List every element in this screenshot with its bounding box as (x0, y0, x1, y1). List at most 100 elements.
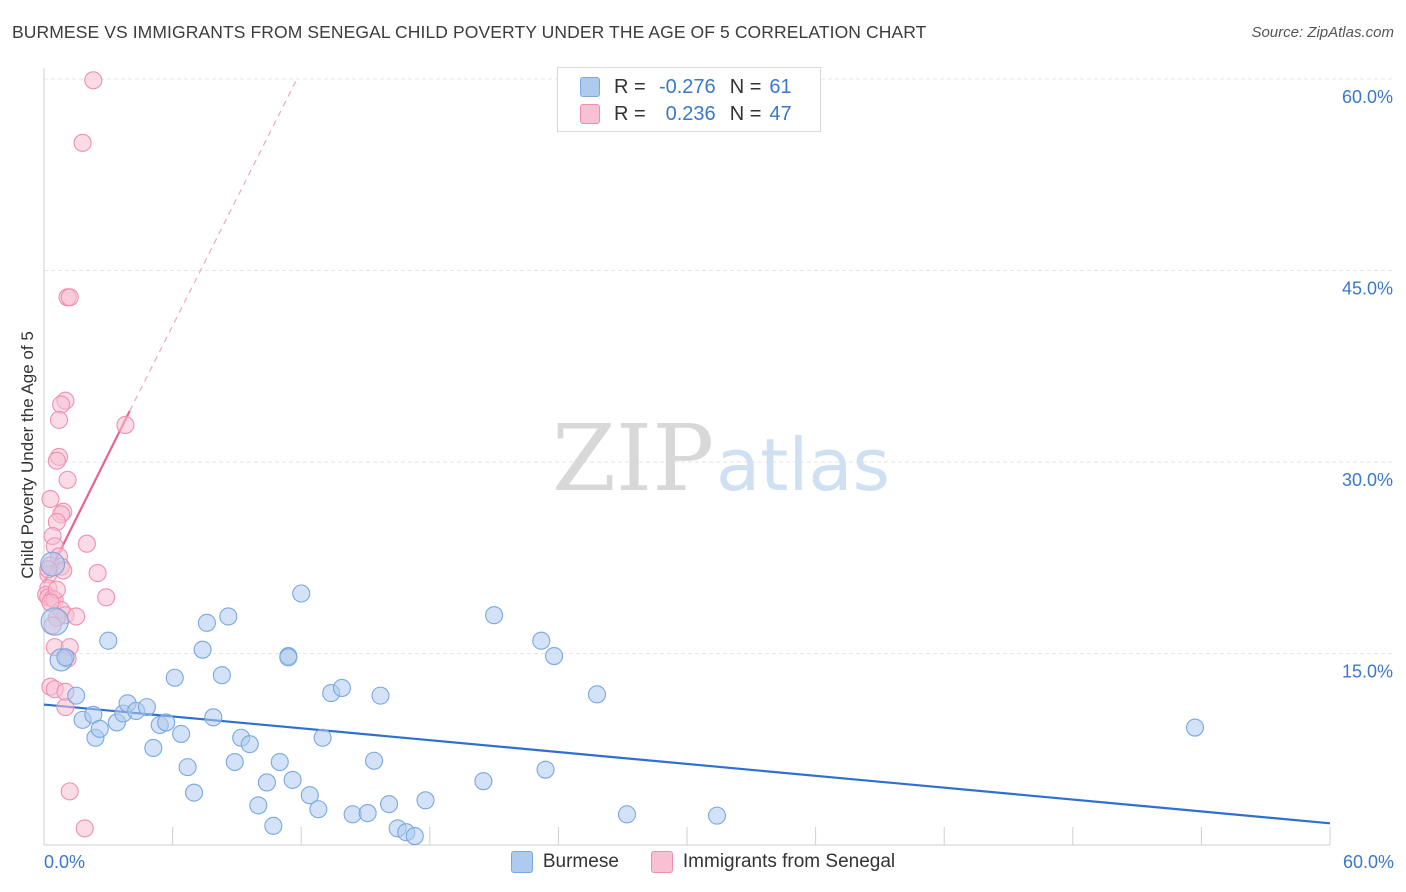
point-burmese (184, 783, 204, 802)
point-burmese (587, 685, 607, 704)
point-burmese (283, 770, 302, 789)
point-burmese (343, 805, 362, 824)
x-tick-label-min: 0.0% (44, 852, 86, 872)
point-burmese (219, 607, 238, 626)
y-tick-label: 60.0% (1342, 87, 1393, 107)
point-senegal (52, 395, 71, 414)
point-burmese (204, 708, 223, 727)
point-burmese (313, 728, 332, 747)
legend-item-burmese[interactable]: Burmese (510, 851, 619, 873)
point-burmese (157, 713, 176, 732)
point-senegal (60, 288, 79, 307)
y-tick-labels: 15.0% 30.0% 45.0% 60.0% (1342, 87, 1393, 682)
legend-swatch-senegal (650, 851, 673, 873)
series-legend: Burmese Immigrants from Senegal (0, 851, 1406, 873)
legend-r-value: -0.276 (658, 75, 716, 98)
legend-row-senegal: R = 0.236 N = 47 (580, 102, 792, 126)
y-tick-label: 15.0% (1342, 662, 1393, 682)
point-burmese (225, 752, 244, 772)
point-burmese (137, 698, 156, 717)
point-burmese (545, 647, 564, 666)
point-burmese (279, 648, 298, 667)
point-burmese (178, 758, 197, 777)
trend-line-burmese (43, 703, 1331, 825)
point-burmese (300, 786, 319, 805)
point-senegal (56, 698, 75, 717)
point-senegal (58, 470, 77, 489)
point-senegal (73, 133, 92, 152)
point-burmese (212, 666, 231, 685)
legend-n-value: 47 (769, 102, 792, 125)
point-burmese (309, 800, 328, 819)
point-burmese (474, 772, 493, 791)
legend-r-label: R = (614, 102, 646, 125)
legend-swatch-burmese (580, 77, 600, 97)
point-senegal (97, 588, 116, 607)
point-burmese (358, 804, 377, 823)
point-burmese (165, 668, 184, 687)
point-burmese (193, 640, 212, 659)
point-senegal (77, 534, 96, 553)
legend-n-label: N = (729, 75, 762, 98)
watermark-atlas: atlas (716, 423, 890, 507)
point-senegal (88, 564, 107, 583)
legend-r-label: R = (614, 75, 646, 98)
x-tick-label-max: 60.0% (1342, 852, 1394, 872)
point-burmese (172, 724, 191, 743)
point-burmese (240, 735, 259, 754)
data-points (37, 71, 1205, 846)
watermark: ZIP atlas (552, 405, 890, 512)
point-burmese (144, 738, 163, 758)
point-burmese (292, 584, 311, 603)
legend-swatch-burmese (510, 851, 533, 873)
legend-n-value: 61 (769, 75, 792, 98)
point-burmese (40, 551, 66, 577)
point-burmese (40, 607, 69, 636)
trend-line-senegal-extension (129, 78, 298, 412)
point-burmese (264, 816, 283, 835)
legend-item-senegal[interactable]: Immigrants from Senegal (650, 851, 896, 873)
point-burmese (332, 678, 351, 698)
point-burmese (99, 631, 118, 650)
point-burmese (67, 686, 86, 705)
point-burmese (405, 827, 424, 846)
point-burmese (371, 686, 390, 705)
source-label: Source: ZipAtlas.com (1251, 24, 1394, 41)
point-senegal (47, 451, 66, 470)
legend-label-burmese: Burmese (542, 851, 619, 872)
y-axis-title: Child Poverty Under the Age of 5 (18, 331, 37, 579)
point-burmese (365, 751, 384, 770)
point-burmese (1185, 718, 1205, 737)
point-burmese (416, 791, 435, 810)
stats-legend: R = -0.276 N = 61 R = 0.236 N = 47 (557, 67, 821, 132)
point-burmese (617, 805, 637, 824)
axes (43, 68, 1331, 846)
point-burmese (270, 752, 289, 772)
point-burmese (197, 613, 216, 632)
point-burmese (532, 631, 551, 650)
point-burmese (90, 719, 109, 738)
chart-title: BURMESE VS IMMIGRANTS FROM SENEGAL CHILD… (12, 22, 927, 42)
watermark-zip: ZIP (552, 405, 714, 512)
y-tick-label: 30.0% (1342, 470, 1393, 490)
point-burmese (380, 795, 399, 814)
legend-label-senegal: Immigrants from Senegal (682, 851, 896, 872)
point-senegal (60, 782, 79, 801)
point-burmese (257, 773, 276, 792)
point-burmese (56, 648, 75, 667)
point-senegal (41, 489, 60, 509)
point-burmese (536, 760, 555, 779)
point-burmese (707, 806, 727, 825)
point-senegal (67, 607, 86, 626)
point-senegal (116, 415, 135, 435)
point-senegal (84, 71, 103, 90)
point-burmese (485, 606, 504, 625)
legend-swatch-senegal (580, 104, 600, 124)
legend-row-burmese: R = -0.276 N = 61 (580, 75, 792, 99)
y-tick-label: 45.0% (1342, 279, 1393, 299)
legend-n-label: N = (729, 102, 762, 125)
point-senegal (75, 819, 94, 838)
legend-r-value: 0.236 (665, 102, 716, 125)
point-burmese (249, 796, 268, 815)
